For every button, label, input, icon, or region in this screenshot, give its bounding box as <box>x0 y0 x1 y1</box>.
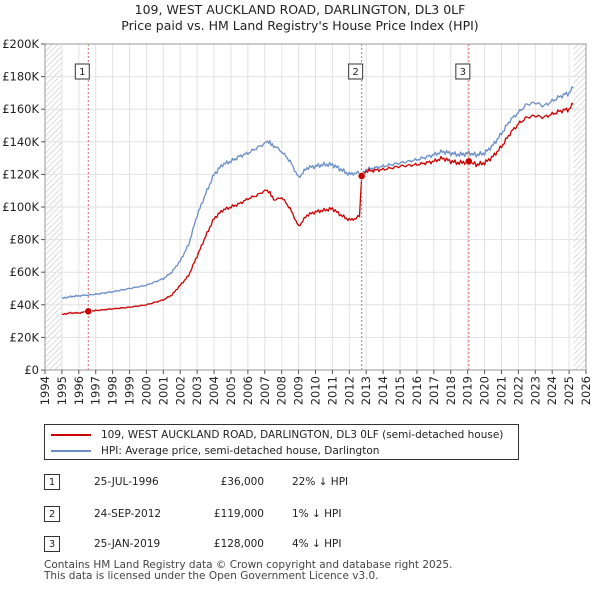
transaction-number: 2 <box>44 506 60 522</box>
footer-licence: This data is licensed under the Open Gov… <box>44 570 379 582</box>
transaction-date: 24-SEP-2012 <box>94 508 162 520</box>
marker-box-label: 1 <box>79 67 85 78</box>
x-tick-label: 2021 <box>494 376 508 405</box>
transaction-row: 2 24-SEP-2012 £119,000 1% ↓ HPI <box>44 506 564 524</box>
y-tick-label: £120K <box>2 167 39 181</box>
x-tick-label: 2022 <box>511 376 525 405</box>
y-tick-label: £0 <box>24 363 39 377</box>
hpi-series-line <box>61 86 574 299</box>
x-tick-label: 2026 <box>579 376 593 405</box>
x-tick-label: 1997 <box>89 376 103 405</box>
x-tick-label: 2020 <box>478 376 492 405</box>
axes: £0 £20K £40K £60K £80K £100K £120K £140K £160K £1… <box>2 37 593 405</box>
legend: 109, WEST AUCKLAND ROAD, DARLINGTON, DL3… <box>44 424 519 460</box>
x-tick-label: 2015 <box>393 376 407 405</box>
legend-label-property: 109, WEST AUCKLAND ROAD, DARLINGTON, DL3… <box>101 429 504 441</box>
x-tick-label: 1998 <box>106 376 120 405</box>
x-tick-label: 2005 <box>224 376 238 405</box>
marker-box <box>455 63 471 80</box>
x-tick-label: 2004 <box>207 376 221 405</box>
x-tick-label: 2010 <box>309 376 323 405</box>
x-tick-label: 2012 <box>342 376 356 405</box>
legend-item-hpi: HPI: Average price, semi-detached house,… <box>51 443 379 459</box>
transaction-price: £119,000 <box>213 508 264 520</box>
footer: Contains HM Land Registry data © Crown c… <box>44 560 452 582</box>
marker-box-label: 2 <box>352 67 358 78</box>
x-tick-label: 2018 <box>444 376 458 405</box>
sale-point <box>84 307 93 316</box>
x-tick-label: 2024 <box>545 376 559 405</box>
price-chart: 1 2 3 £0 £20K £40K £60K £80K £100K £120K £140K £16… <box>2 37 593 405</box>
x-tick-label: 2025 <box>562 376 576 405</box>
x-tick-label: 2007 <box>258 376 272 405</box>
transaction-row: 3 25-JAN-2019 £128,000 4% ↓ HPI <box>44 536 564 554</box>
transaction-hpi-diff: 22% ↓ HPI <box>292 476 349 488</box>
sale-point <box>465 157 473 166</box>
series <box>61 86 574 316</box>
transaction-hpi-diff: 1% ↓ HPI <box>292 508 342 520</box>
x-tick-label: 1995 <box>55 376 69 405</box>
x-tick-label: 2006 <box>241 376 255 405</box>
legend-swatch-property <box>51 434 91 436</box>
x-tick-label: 2003 <box>190 376 204 405</box>
marker-box <box>348 63 364 80</box>
x-tick-label: 1994 <box>38 376 52 405</box>
marker-box-label: 3 <box>460 67 466 78</box>
chart-subtitle: Price paid vs. HM Land Registry's House … <box>121 18 479 33</box>
y-tick-label: £180K <box>2 70 39 84</box>
x-tick-label: 2011 <box>325 376 339 405</box>
x-tick-label: 2002 <box>173 376 187 405</box>
marker-box <box>74 63 90 80</box>
x-tick-label: 2000 <box>139 376 153 405</box>
transaction-price: £36,000 <box>220 476 264 488</box>
grid <box>44 43 587 371</box>
x-tick-label: 2009 <box>292 376 306 405</box>
x-tick-label: 2013 <box>359 376 373 405</box>
x-tick-label: 1999 <box>123 376 137 405</box>
transaction-number: 1 <box>44 474 60 490</box>
y-tick-label: £140K <box>2 135 39 149</box>
y-tick-label: £160K <box>2 102 39 116</box>
sale-point <box>357 172 366 180</box>
transaction-row: 1 25-JUL-1996 £36,000 22% ↓ HPI <box>44 474 564 492</box>
y-tick-label: £40K <box>10 298 40 312</box>
x-tick-label: 2008 <box>275 376 289 405</box>
y-tick-label: £100K <box>2 200 39 214</box>
legend-label-hpi: HPI: Average price, semi-detached house,… <box>101 445 380 457</box>
legend-item-property: 109, WEST AUCKLAND ROAD, DARLINGTON, DL3… <box>51 427 503 443</box>
footer-copyright: Contains HM Land Registry data © Crown c… <box>44 559 453 571</box>
x-tick-label: 2023 <box>528 376 542 405</box>
transaction-number: 3 <box>44 536 60 552</box>
chart-title: 109, WEST AUCKLAND ROAD, DARLINGTON, DL3… <box>134 2 466 17</box>
transaction-price: £128,000 <box>213 538 264 550</box>
x-tick-label: 2016 <box>410 376 424 405</box>
x-tick-label: 2019 <box>461 376 475 405</box>
y-tick-label: £80K <box>10 233 40 247</box>
x-tick-label: 1996 <box>72 376 86 405</box>
transaction-hpi-diff: 4% ↓ HPI <box>292 538 342 550</box>
chart-title-block: 109, WEST AUCKLAND ROAD, DARLINGTON, DL3… <box>0 2 600 34</box>
y-tick-label: £60K <box>10 265 40 279</box>
y-tick-label: £200K <box>2 37 39 51</box>
property-series-line <box>61 102 574 316</box>
x-tick-label: 2017 <box>427 376 441 405</box>
transaction-date: 25-JUL-1996 <box>94 476 159 488</box>
y-tick-label: £20K <box>10 330 40 344</box>
x-tick-label: 2001 <box>156 376 170 405</box>
x-tick-label: 2014 <box>376 376 390 405</box>
transaction-date: 25-JAN-2019 <box>94 538 161 550</box>
legend-swatch-hpi <box>51 450 91 452</box>
sale-markers: 1 2 3 <box>74 44 473 370</box>
